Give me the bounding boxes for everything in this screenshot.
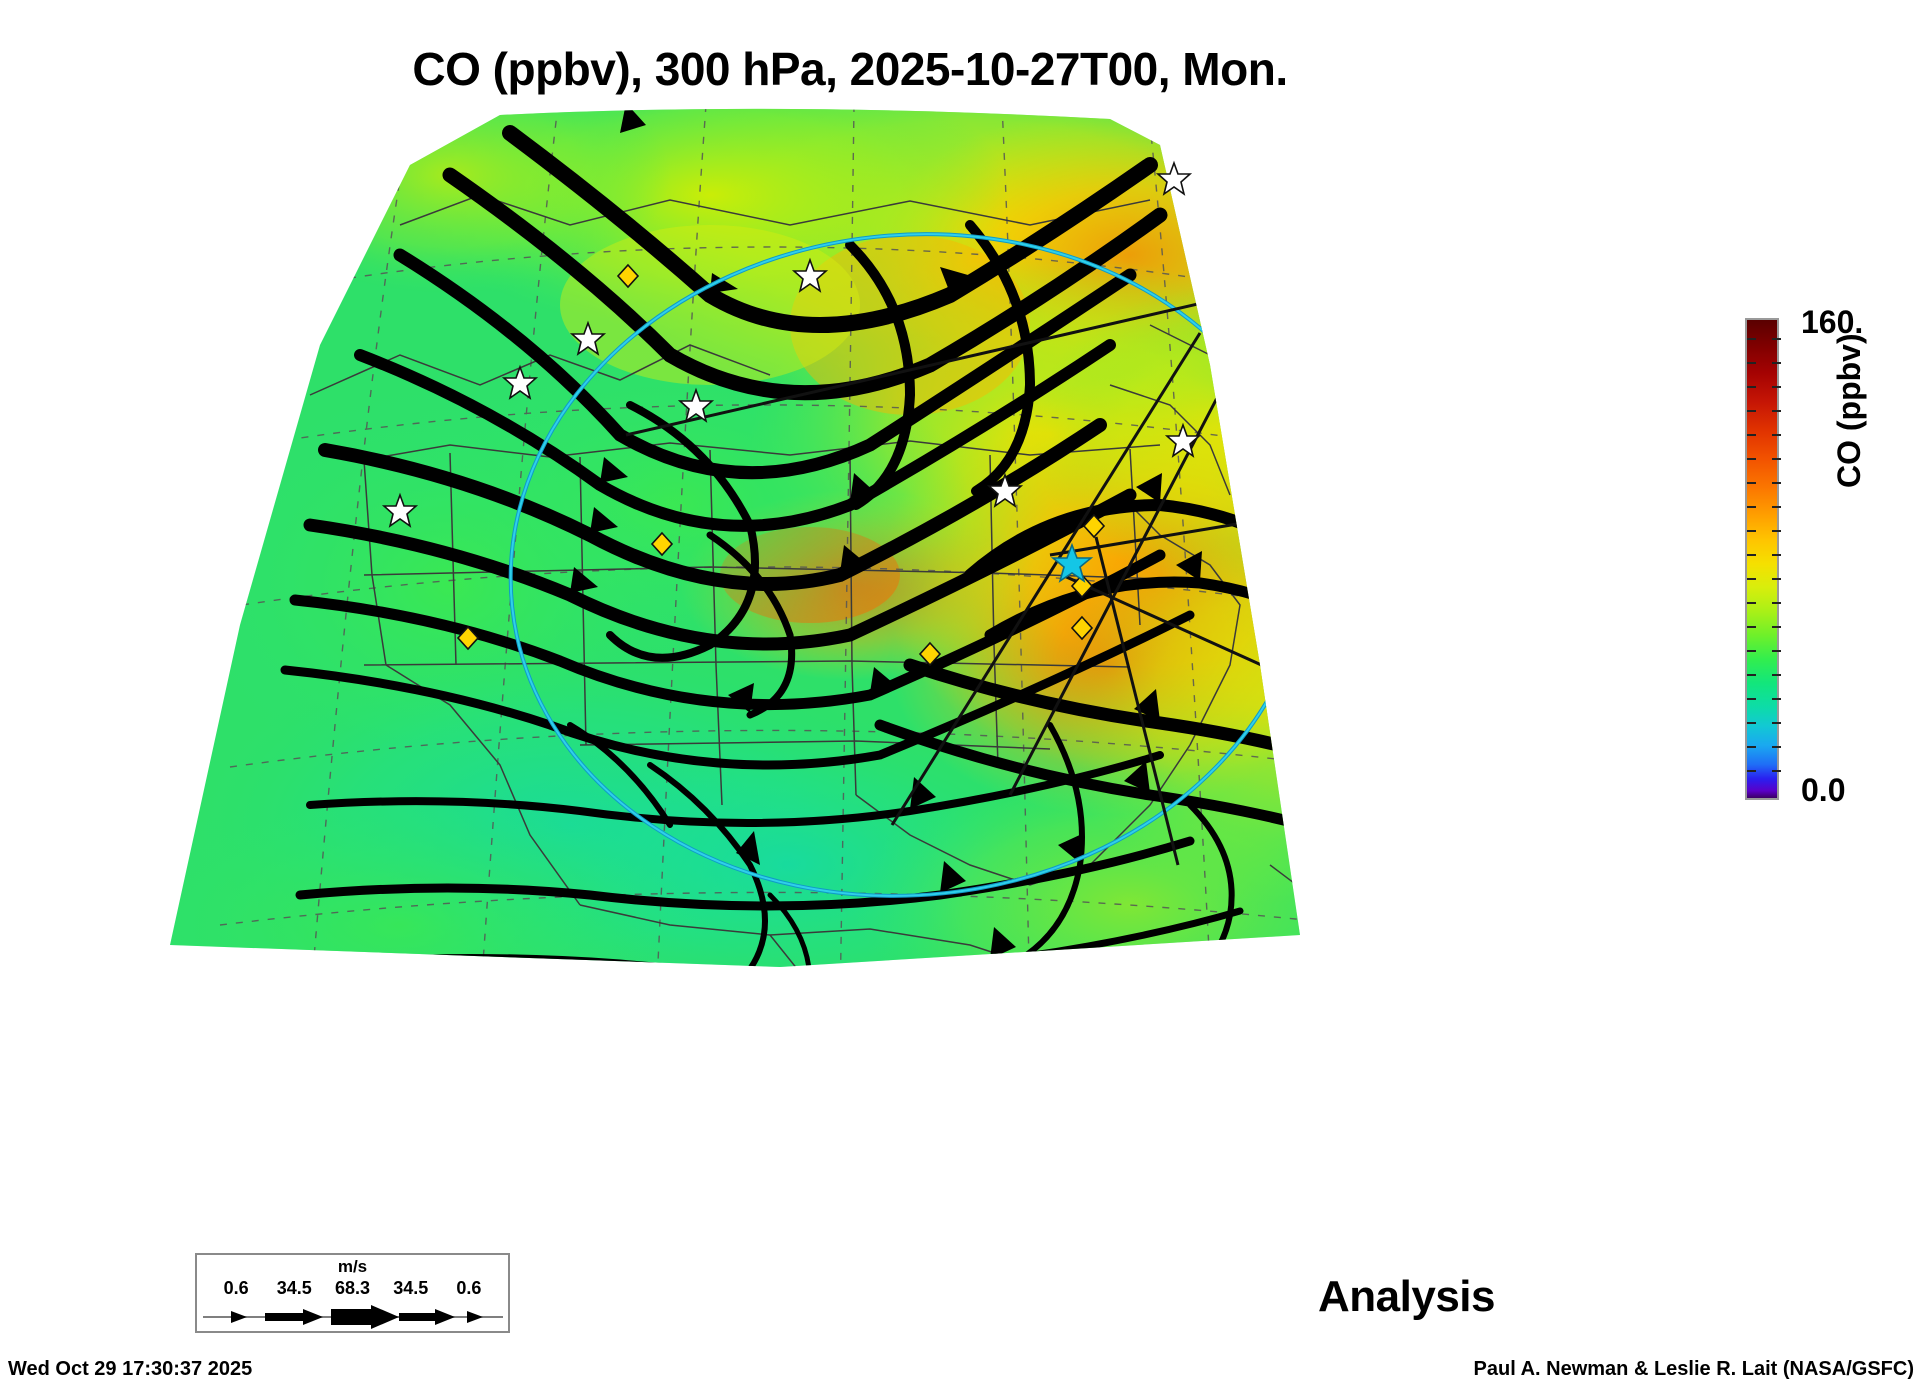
colorbar-gradient (1745, 318, 1781, 802)
colorbar-max-label: 160. (1801, 304, 1864, 340)
wind-scale-arrows (203, 1305, 503, 1329)
page-title: CO (ppbv), 300 hPa, 2025-10-27T00, Mon. (412, 43, 1288, 95)
colorbar: 160. 0.0 CO (ppbv) (1745, 304, 1915, 818)
colorbar-axis-label: CO (ppbv) (1831, 333, 1867, 488)
wind-scale-value-0: 0.6 (223, 1278, 249, 1298)
wind-scale-value-3: 34.5 (393, 1278, 429, 1298)
generation-timestamp: Wed Oct 29 17:30:37 2025 (8, 1358, 253, 1380)
colorbar-min-label: 0.0 (1801, 772, 1846, 808)
co-field-map[interactable] (150, 105, 1410, 1015)
white-star-marker (381, 160, 1202, 528)
range-ring (508, 232, 1300, 898)
author-credit: Paul A. Newman & Leslie R. Lait (NASA/GS… (1473, 1358, 1914, 1380)
station-markers (381, 160, 1202, 667)
graticule (219, 108, 1300, 967)
wind-scale-value-2: 68.3 (334, 1278, 371, 1298)
wind-scale-legend: m/s 0.6 34.5 68.3 34.5 0.6 (195, 1253, 510, 1333)
colorbar-ticks (1747, 320, 1781, 802)
analysis-label: Analysis (1318, 1272, 1495, 1321)
yellow-diamond-marker (456, 263, 1106, 667)
aircraft-base-marker (1050, 542, 1094, 583)
wind-scale-units: m/s (337, 1257, 368, 1276)
co-contour-field (170, 108, 1300, 967)
wind-scale-values: 0.6 34.5 68.3 34.5 0.6 (197, 1278, 508, 1299)
wind-scale-value-1: 34.5 (276, 1278, 312, 1298)
flight-tracks (625, 280, 1300, 866)
wind-scale-value-4: 0.6 (456, 1278, 482, 1298)
map-panel[interactable] (150, 105, 1410, 1015)
